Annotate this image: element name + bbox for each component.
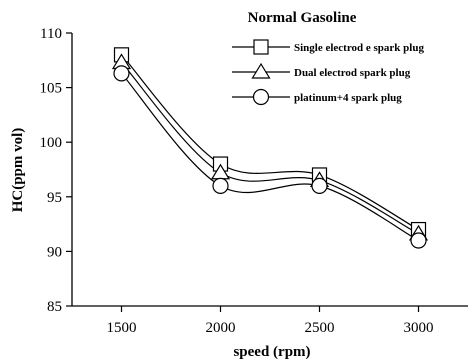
y-tick-label: 90 (47, 244, 62, 260)
x-tick-label: 1500 (107, 320, 137, 336)
series-line-triangle (121, 62, 419, 235)
legend: Single electrod e spark plug Dual electro… (232, 39, 424, 106)
data-point-circle (410, 232, 427, 249)
y-tick-label: 100 (40, 135, 63, 151)
series-line-square (121, 54, 419, 231)
y-tick-label: 95 (47, 190, 62, 206)
x-tick-label: 2500 (305, 320, 335, 336)
y-tick-label: 105 (40, 81, 63, 97)
data-point-circle (113, 65, 130, 82)
y-tick-label: 110 (40, 26, 62, 42)
legend-label: Dual electrod spark plug (294, 67, 411, 79)
y-axis-ticks: 85 90 95 100 105 110 (40, 26, 72, 315)
legend-label: Single electrod e spark plug (294, 42, 424, 54)
legend-label: platinum+4 spark plug (294, 92, 402, 104)
x-axis-ticks: 1500 2000 2500 3000 (107, 306, 434, 336)
legend-marker-circle (252, 88, 270, 106)
series-line-circle (121, 73, 419, 242)
x-tick-label: 2000 (206, 320, 236, 336)
chart-title: Normal Gasoline (248, 10, 357, 26)
data-point-circle (212, 177, 229, 194)
axes (71, 33, 468, 307)
y-tick-label: 85 (47, 299, 62, 315)
data-point-circle (311, 177, 328, 194)
y-axis-title: HC(ppm vol) (10, 128, 26, 213)
legend-marker-square (253, 39, 269, 55)
series-markers (111, 47, 429, 249)
x-tick-label: 3000 (404, 320, 434, 336)
x-axis-title: speed (rpm) (233, 344, 310, 360)
legend-marker-triangle (251, 62, 271, 79)
series-lines (121, 54, 419, 242)
